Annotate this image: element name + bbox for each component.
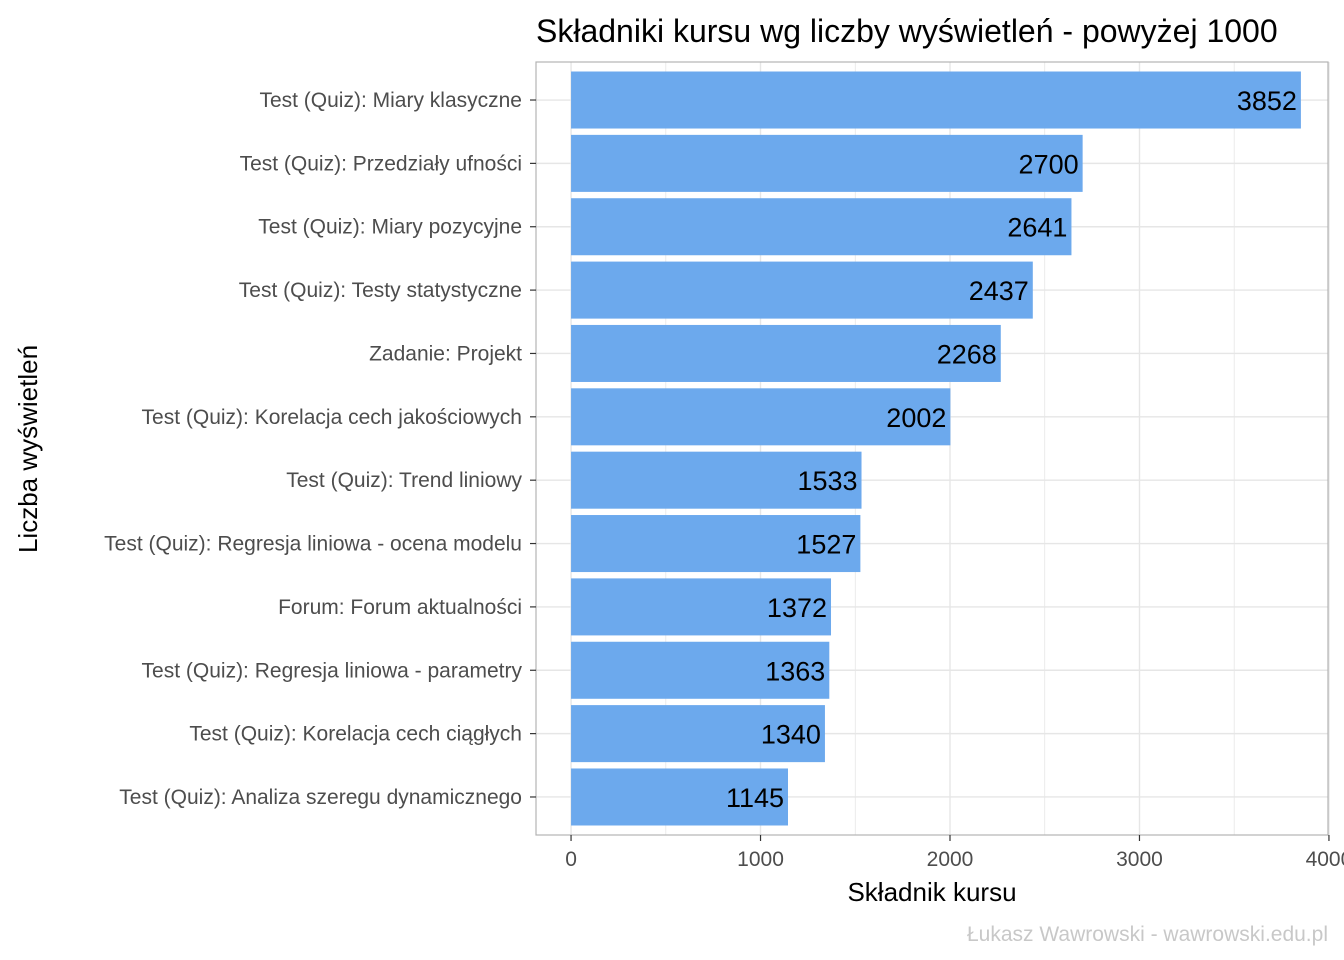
category-label: Forum: Forum aktualności bbox=[278, 596, 522, 619]
x-tick-label: 4000 bbox=[1306, 848, 1344, 871]
bars bbox=[571, 71, 1301, 826]
bar-value-label: 2437 bbox=[969, 276, 1029, 306]
bar-value-label: 1145 bbox=[726, 783, 784, 813]
category-label: Test (Quiz): Korelacja cech jakościowych bbox=[142, 406, 522, 429]
bar bbox=[571, 515, 861, 573]
category-label: Test (Quiz): Regresja liniowa - ocena mo… bbox=[104, 533, 522, 556]
category-label: Test (Quiz): Regresja liniowa - parametr… bbox=[142, 659, 523, 682]
y-axis-title: Liczba wyświetleń bbox=[13, 345, 43, 553]
bar bbox=[571, 705, 825, 763]
category-label: Test (Quiz): Analiza szeregu dynamiczneg… bbox=[119, 786, 522, 809]
bar-value-label: 2641 bbox=[1007, 213, 1067, 243]
bar bbox=[571, 768, 788, 826]
category-label: Test (Quiz): Trend liniowy bbox=[286, 469, 522, 492]
bar-value-label: 2002 bbox=[886, 403, 946, 433]
bar bbox=[571, 198, 1072, 256]
bar-value-label: 2700 bbox=[1019, 149, 1079, 179]
x-axis-title: Składnik kursu bbox=[847, 877, 1016, 907]
bar-value-label: 1533 bbox=[797, 466, 857, 496]
bar-value-label: 1363 bbox=[765, 656, 825, 686]
category-label: Test (Quiz): Testy statystyczne bbox=[239, 279, 522, 302]
bar bbox=[571, 451, 862, 509]
bar-value-label: 2268 bbox=[937, 339, 997, 369]
category-label: Test (Quiz): Przedziały ufności bbox=[240, 152, 522, 175]
bar bbox=[571, 578, 832, 636]
bar bbox=[571, 388, 951, 446]
bar-value-label: 3852 bbox=[1237, 86, 1297, 116]
bar bbox=[571, 641, 830, 699]
x-tick-label: 3000 bbox=[1116, 848, 1163, 871]
category-label: Test (Quiz): Miary klasyczne bbox=[259, 89, 522, 112]
bar-value-label: 1527 bbox=[796, 530, 856, 560]
category-label: Zadanie: Projekt bbox=[369, 342, 522, 365]
plot-panel-border bbox=[535, 61, 1329, 836]
x-tick-label: 2000 bbox=[927, 848, 974, 871]
bar bbox=[571, 134, 1083, 192]
x-tick-label: 1000 bbox=[737, 848, 784, 871]
category-label: Test (Quiz): Miary pozycyjne bbox=[258, 216, 522, 239]
bar bbox=[571, 71, 1301, 129]
x-axis: 0 1000 2000 3000 4000 bbox=[565, 835, 1344, 871]
caption: Łukasz Wawrowski - wawrowski.edu.pl bbox=[967, 923, 1328, 946]
bar-value-labels: 3852 2700 2641 2437 2268 2002 1533 1527 1372 1363… bbox=[726, 86, 1297, 813]
x-tick-label: 0 bbox=[565, 848, 577, 871]
category-label: Test (Quiz): Korelacja cech ciągłych bbox=[189, 723, 522, 746]
y-axis: Test (Quiz): Miary klasyczne Test (Quiz):… bbox=[104, 89, 536, 809]
bar bbox=[571, 261, 1033, 319]
bar-value-label: 1372 bbox=[767, 593, 827, 623]
bar bbox=[571, 324, 1001, 382]
chart-title: Składniki kursu wg liczby wyświetleń - p… bbox=[536, 13, 1278, 49]
bar-value-label: 1340 bbox=[761, 720, 821, 750]
